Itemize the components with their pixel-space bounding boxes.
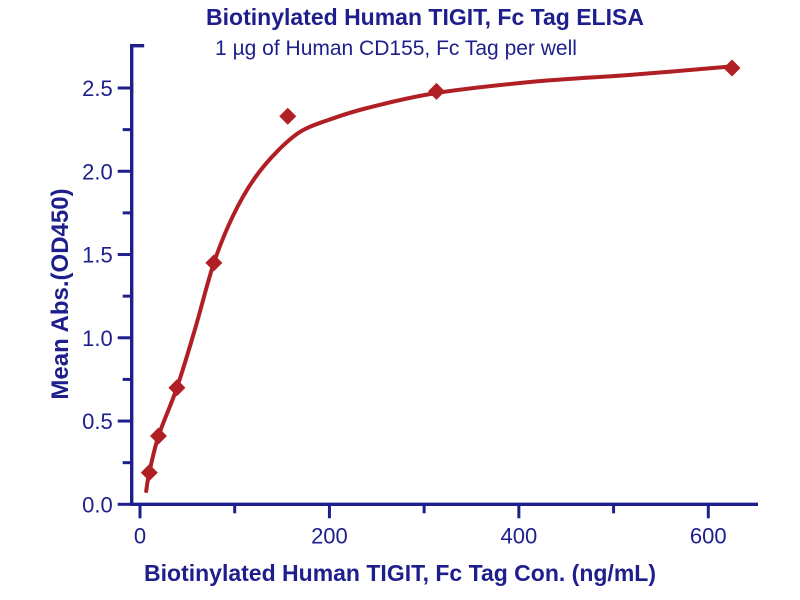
x-axis-label: Biotinylated Human TIGIT, Fc Tag Con. (n… (144, 560, 656, 586)
x-tick-label: 600 (690, 523, 727, 548)
chart-title: Biotinylated Human TIGIT, Fc Tag ELISA (206, 4, 644, 30)
data-point-marker (427, 82, 445, 100)
y-tick-label: 2.5 (82, 76, 113, 101)
chart-subtitle: 1 µg of Human CD155, Fc Tag per well (215, 37, 577, 60)
y-tick-label: 0.0 (82, 492, 113, 517)
data-point-marker (149, 427, 167, 445)
x-tick-label: 400 (501, 523, 538, 548)
data-point-marker (279, 107, 297, 125)
y-tick-label: 0.5 (82, 409, 113, 434)
y-tick-label: 1.5 (82, 243, 113, 268)
x-tick-label: 200 (311, 523, 348, 548)
data-point-marker (205, 254, 223, 272)
data-point-marker (140, 464, 158, 482)
y-tick-label: 2.0 (82, 159, 113, 184)
y-tick-label: 1.0 (82, 326, 113, 351)
x-tick-label: 0 (134, 523, 146, 548)
fit-curve (144, 64, 734, 493)
data-point-marker (168, 379, 186, 397)
data-point-marker (723, 59, 741, 77)
